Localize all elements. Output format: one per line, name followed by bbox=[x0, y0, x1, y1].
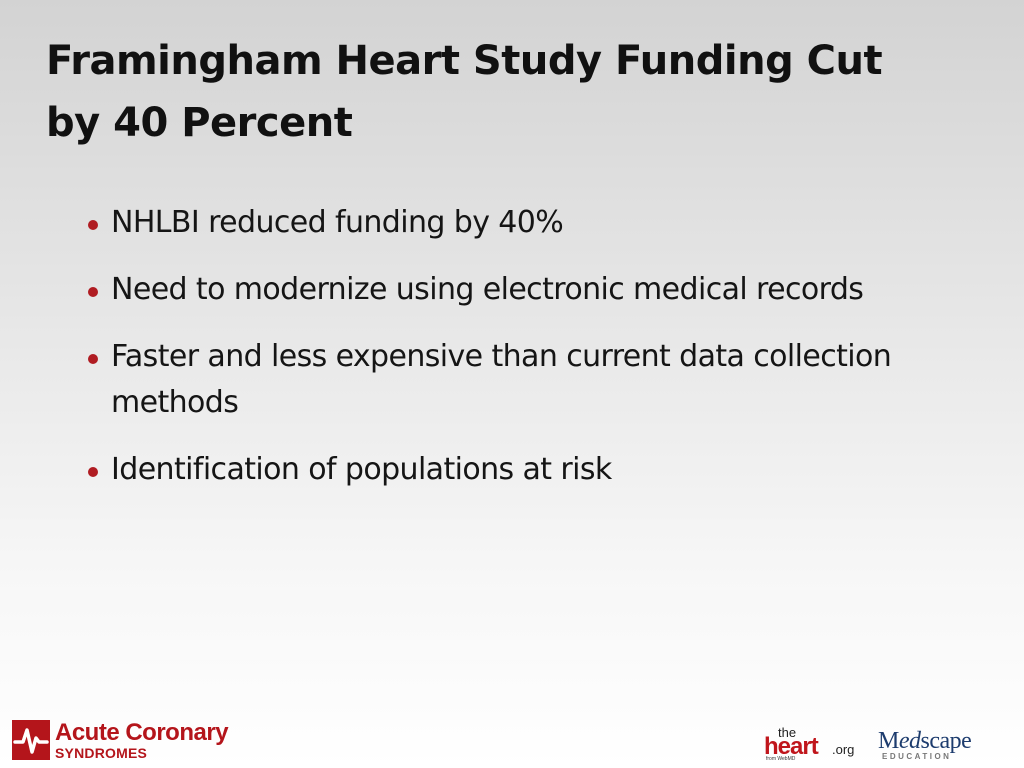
bullet-text: Identification of populations at risk bbox=[111, 452, 612, 487]
bullet-dot-icon bbox=[88, 287, 98, 297]
bullet-list: NHLBI reduced funding by 40% Need to mod… bbox=[88, 200, 988, 514]
acs-logo-text: Acute Coronary SYNDROMES bbox=[55, 718, 229, 761]
bullet-dot-icon bbox=[88, 354, 98, 364]
bullet-dot-icon bbox=[88, 220, 98, 230]
bullet-item: NHLBI reduced funding by 40% bbox=[88, 200, 988, 246]
heart-logo-from: from WebMD bbox=[766, 756, 796, 762]
bullet-text: NHLBI reduced funding by 40% bbox=[111, 205, 564, 240]
theheart-org-logo: the heart .org from WebMD bbox=[764, 725, 864, 763]
medscape-m: M bbox=[878, 728, 899, 754]
bullet-item: Identification of populations at risk bbox=[88, 447, 988, 493]
acs-logo-line2: SYNDROMES bbox=[55, 744, 148, 761]
bullet-text: Need to modernize using electronic medic… bbox=[111, 272, 864, 307]
medscape-education-logo: Medscape EDUCATION bbox=[878, 728, 988, 762]
bullet-text: Faster and less expensive than current d… bbox=[111, 339, 892, 420]
medscape-wordmark: Medscape bbox=[878, 728, 972, 755]
heart-logo-org: .org bbox=[832, 742, 855, 757]
medscape-scape: scape bbox=[920, 728, 972, 754]
acute-coronary-syndromes-logo: Acute Coronary SYNDROMES bbox=[12, 718, 229, 762]
medscape-education-label: EDUCATION bbox=[882, 752, 952, 761]
acs-heart-mark-icon bbox=[12, 720, 50, 760]
slide-title: Framingham Heart Study Funding Cut by 40… bbox=[46, 38, 883, 146]
acs-logo-line1: Acute Coronary bbox=[55, 718, 229, 746]
bullet-dot-icon bbox=[88, 467, 98, 477]
bullet-item: Faster and less expensive than current d… bbox=[88, 334, 988, 426]
heart-logo-heart: heart bbox=[764, 733, 819, 760]
medscape-ed: ed bbox=[898, 728, 921, 754]
bullet-item: Need to modernize using electronic medic… bbox=[88, 267, 988, 313]
heart-logo-the: the bbox=[778, 725, 797, 740]
